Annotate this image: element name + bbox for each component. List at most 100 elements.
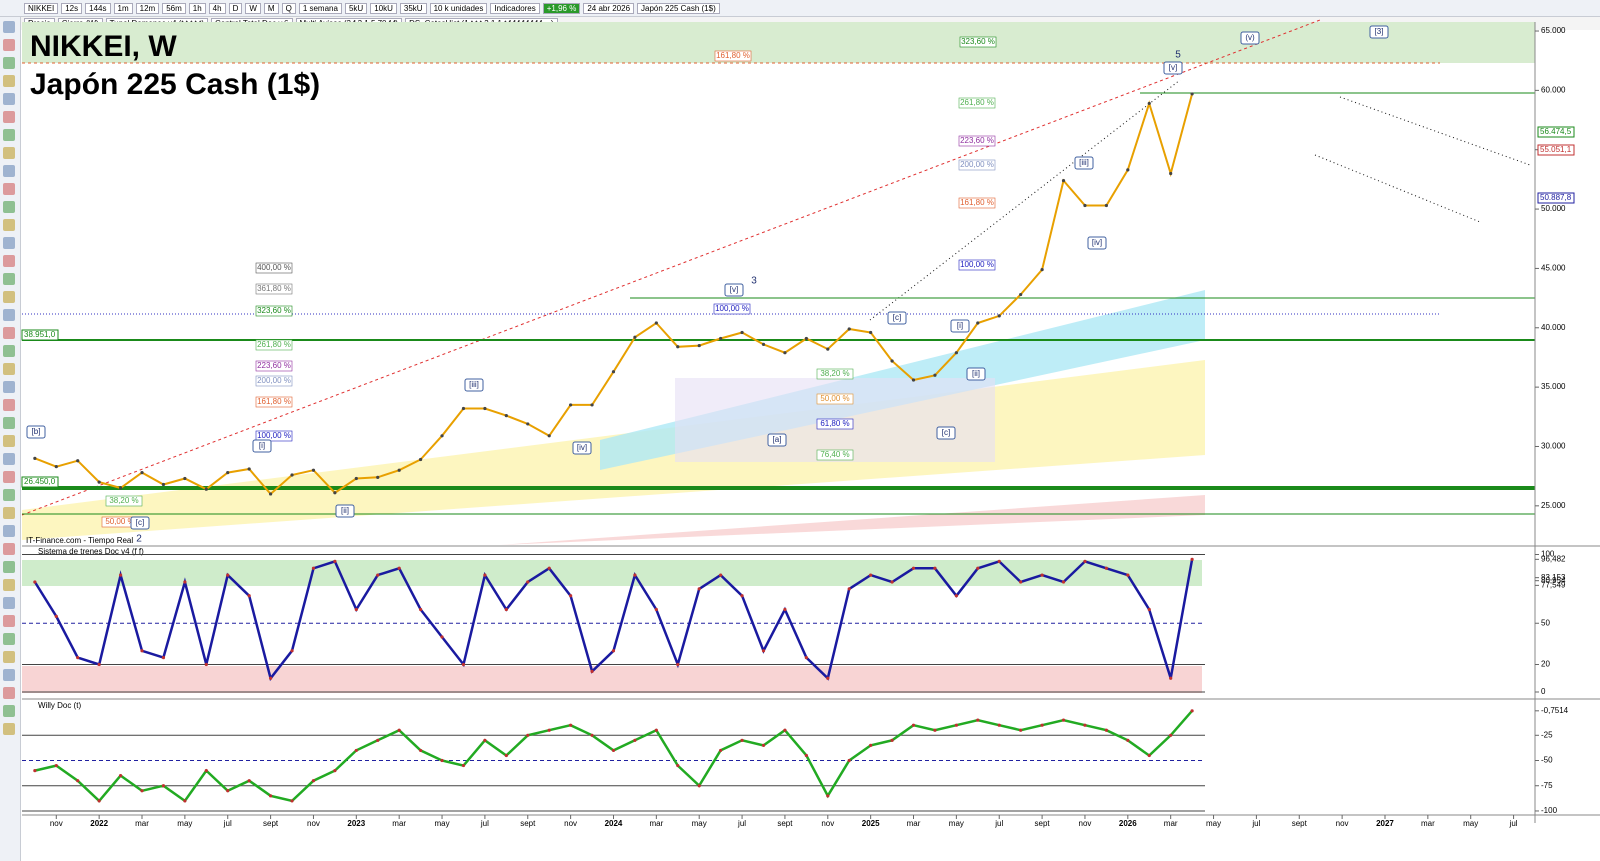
tool-icon[interactable] bbox=[3, 165, 15, 177]
data-point bbox=[247, 467, 251, 471]
x-tick-label: sept bbox=[1035, 819, 1051, 828]
toolbar-button[interactable]: 12m bbox=[135, 2, 160, 14]
tool-icon[interactable] bbox=[3, 111, 15, 123]
fib-label: 323,60 % bbox=[961, 37, 995, 46]
tool-icon[interactable] bbox=[3, 147, 15, 159]
tool-icon[interactable] bbox=[3, 525, 15, 537]
wave-label: [a] bbox=[773, 435, 782, 444]
tool-icon[interactable] bbox=[3, 57, 15, 69]
toolbar-button[interactable]: 1m bbox=[113, 2, 133, 14]
tool-icon[interactable] bbox=[3, 183, 15, 195]
tool-icon[interactable] bbox=[3, 129, 15, 141]
tool-icon[interactable] bbox=[3, 417, 15, 429]
toolbar-button[interactable]: 144s bbox=[85, 2, 111, 14]
data-point bbox=[547, 566, 551, 570]
tool-icon[interactable] bbox=[3, 669, 15, 681]
data-point bbox=[869, 743, 873, 747]
toolbar-button[interactable]: 12s bbox=[61, 2, 83, 14]
tool-icon[interactable] bbox=[3, 615, 15, 627]
toolbar-button[interactable]: 10kU bbox=[370, 2, 397, 14]
data-point bbox=[1169, 171, 1173, 176]
data-point bbox=[547, 434, 551, 438]
fib-label: 161,80 % bbox=[960, 198, 994, 207]
tool-icon[interactable] bbox=[3, 255, 15, 267]
toolbar-button[interactable]: W bbox=[245, 2, 261, 14]
tool-icon[interactable] bbox=[3, 201, 15, 213]
toolbar-button[interactable]: 10 k unidades bbox=[429, 2, 488, 14]
tool-icon[interactable] bbox=[3, 327, 15, 339]
tool-icon[interactable] bbox=[3, 561, 15, 573]
wave-box bbox=[950, 319, 970, 333]
tool-icon[interactable] bbox=[3, 75, 15, 87]
toolbar-button[interactable]: Q bbox=[281, 2, 296, 14]
data-point bbox=[697, 587, 701, 591]
data-point bbox=[440, 434, 444, 438]
data-point bbox=[161, 656, 166, 660]
tool-icon[interactable] bbox=[3, 345, 15, 357]
tool-icon[interactable] bbox=[3, 687, 15, 699]
data-point bbox=[118, 486, 123, 490]
toolbar-button[interactable]: D bbox=[228, 2, 243, 14]
tool-icon[interactable] bbox=[3, 381, 15, 393]
tool-icon[interactable] bbox=[3, 579, 15, 591]
fib-label: 100,00 % bbox=[715, 304, 749, 313]
tool-icon[interactable] bbox=[3, 651, 15, 663]
data-point bbox=[376, 573, 380, 577]
tool-icon[interactable] bbox=[3, 633, 15, 645]
data-point bbox=[1061, 178, 1066, 183]
toolbar-button[interactable]: 56m bbox=[162, 2, 186, 14]
tool-icon[interactable] bbox=[3, 705, 15, 717]
data-point bbox=[268, 794, 273, 798]
data-point bbox=[183, 799, 187, 803]
data-point bbox=[140, 470, 144, 475]
tool-icon[interactable] bbox=[3, 93, 15, 105]
tool-icon[interactable] bbox=[3, 309, 15, 321]
data-point bbox=[226, 573, 230, 577]
tool-icon[interactable] bbox=[3, 21, 15, 33]
x-tick-label: mar bbox=[1164, 819, 1178, 828]
tool-icon[interactable] bbox=[3, 543, 15, 555]
toolbar-button[interactable]: 1h bbox=[188, 2, 206, 14]
toolbar-button[interactable]: +1,96 % bbox=[542, 2, 581, 14]
data-point bbox=[397, 468, 401, 472]
tool-icon[interactable] bbox=[3, 363, 15, 375]
data-point bbox=[933, 373, 937, 377]
tool-icon[interactable] bbox=[3, 453, 15, 465]
toolbar-button[interactable]: 4h bbox=[208, 2, 226, 14]
tool-icon[interactable] bbox=[3, 291, 15, 303]
fib-label: 38,20 % bbox=[820, 369, 849, 378]
tool-icon[interactable] bbox=[3, 597, 15, 609]
tool-icon[interactable] bbox=[3, 723, 15, 735]
data-point bbox=[33, 769, 37, 773]
data-point bbox=[826, 347, 830, 351]
toolbar-button[interactable]: 24 abr 2026 bbox=[583, 2, 635, 14]
tool-icon[interactable] bbox=[3, 471, 15, 483]
x-tick-label: nov bbox=[307, 819, 320, 828]
tool-icon[interactable] bbox=[3, 39, 15, 51]
tool-icon[interactable] bbox=[3, 507, 15, 519]
tool-icon[interactable] bbox=[3, 219, 15, 231]
wave-box bbox=[1074, 156, 1094, 170]
data-point bbox=[676, 662, 680, 667]
data-point bbox=[140, 789, 144, 793]
tool-icon[interactable] bbox=[3, 273, 15, 285]
fib-label: 223,60 % bbox=[960, 136, 994, 145]
fib-tag bbox=[958, 97, 996, 109]
data-point bbox=[804, 336, 808, 341]
data-point bbox=[1083, 559, 1087, 563]
fib-tag bbox=[255, 339, 293, 351]
toolbar-button[interactable]: 35kU bbox=[399, 2, 427, 14]
toolbar-button[interactable]: NIKKEI bbox=[24, 2, 59, 14]
tool-icon[interactable] bbox=[3, 237, 15, 249]
toolbar-button[interactable]: 1 semana bbox=[298, 2, 342, 14]
tool-icon[interactable] bbox=[3, 399, 15, 411]
toolbar-button[interactable]: M bbox=[263, 2, 279, 14]
data-point bbox=[869, 573, 873, 577]
data-point bbox=[633, 573, 637, 577]
toolbar-button[interactable]: Japón 225 Cash (1$) bbox=[637, 2, 720, 14]
toolbar-button[interactable]: Indicadores bbox=[490, 2, 540, 14]
tool-icon[interactable] bbox=[3, 489, 15, 501]
toolbar-button[interactable]: 5kU bbox=[344, 2, 368, 14]
y-tick-label: 83,153 bbox=[1541, 573, 1566, 582]
tool-icon[interactable] bbox=[3, 435, 15, 447]
